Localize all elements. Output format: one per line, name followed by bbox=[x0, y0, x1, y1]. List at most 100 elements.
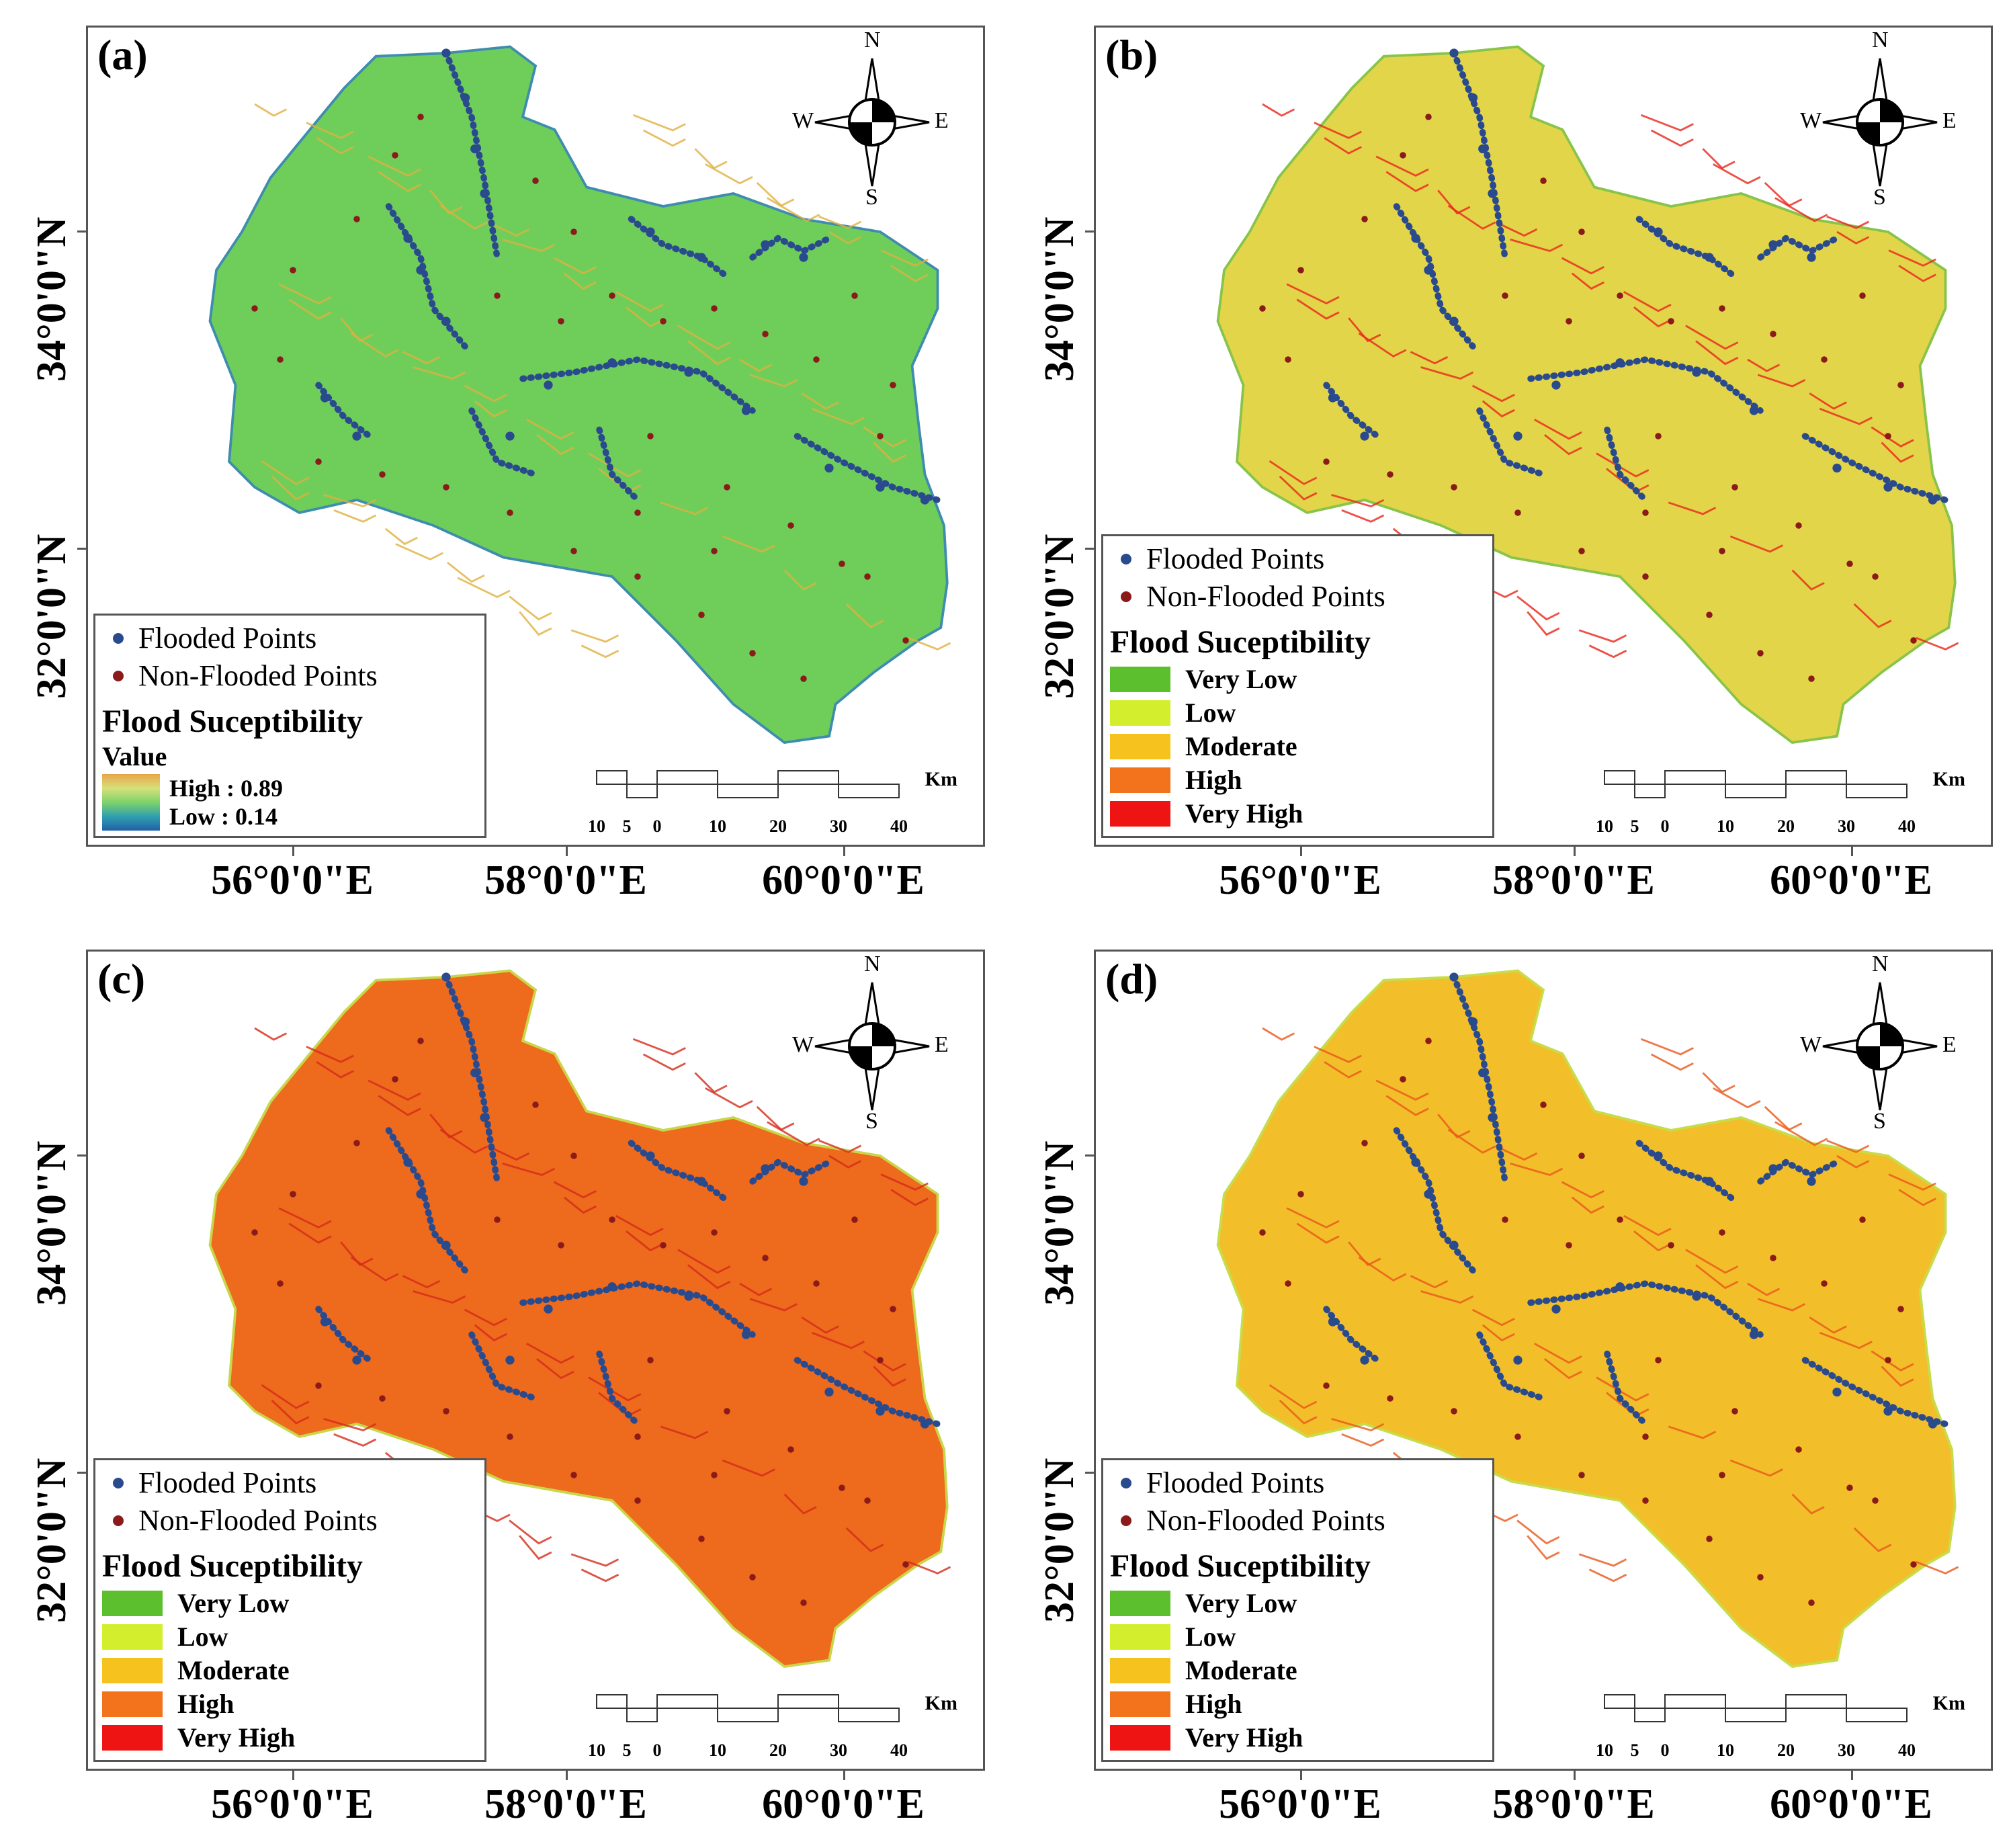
non-flooded-point bbox=[1808, 675, 1815, 682]
compass-w-label: W bbox=[792, 108, 814, 133]
scale-tick-label: 10 bbox=[1596, 1740, 1613, 1760]
study-area-map bbox=[208, 969, 951, 1668]
non-flooded-point bbox=[1731, 1408, 1738, 1415]
non-flooded-point bbox=[1757, 1574, 1764, 1581]
non-flooded-point bbox=[1297, 267, 1304, 274]
non-flooded-point bbox=[1514, 509, 1521, 516]
drainage-line bbox=[1578, 1553, 1627, 1567]
drainage-line bbox=[1420, 1290, 1474, 1304]
flooded-point bbox=[1478, 144, 1488, 154]
non-flooded-point bbox=[443, 1408, 449, 1415]
flooded-point bbox=[1468, 1017, 1478, 1027]
drainage-line bbox=[316, 137, 354, 155]
scale-unit-label: Km bbox=[1932, 768, 1965, 790]
drainage-line bbox=[739, 358, 773, 372]
drainage-line bbox=[1881, 1366, 1914, 1387]
flooded-point bbox=[741, 1330, 751, 1339]
map-frame: (d) N S W E Flooded Points Non-Flooded Poin… bbox=[1094, 950, 1993, 1771]
drainage-line bbox=[563, 1196, 597, 1214]
drainage-line bbox=[1375, 155, 1429, 177]
scale-tick-label: 20 bbox=[1777, 816, 1795, 836]
drainage-line bbox=[1482, 400, 1515, 418]
non-flooded-point bbox=[315, 458, 322, 465]
drainage-line bbox=[1871, 1350, 1914, 1372]
legend-color-ramp: High : 0.89 Low : 0.14 bbox=[102, 774, 478, 831]
non-flooded-point bbox=[1706, 612, 1713, 618]
non-flooded-point bbox=[1425, 1038, 1432, 1044]
drainage-line bbox=[1898, 265, 1936, 282]
non-flooded-point bbox=[1910, 1561, 1917, 1568]
drainage-line bbox=[1695, 1264, 1739, 1290]
drainage-line bbox=[1809, 1316, 1847, 1334]
legend-title: Flood Suceptibility bbox=[1110, 1548, 1371, 1584]
non-flooded-point bbox=[379, 471, 386, 478]
drainage-line bbox=[1527, 611, 1560, 636]
flooded-point-symbol bbox=[1121, 554, 1131, 564]
non-flooded-point bbox=[1502, 1216, 1508, 1223]
flooded-point bbox=[1478, 1068, 1488, 1078]
drainage-line bbox=[1331, 494, 1385, 508]
drainage-line bbox=[1286, 1207, 1340, 1228]
flooded-point bbox=[1411, 1157, 1420, 1167]
non-flooded-point bbox=[1719, 548, 1725, 554]
legend-class: High bbox=[1110, 1687, 1486, 1721]
flooded-point bbox=[875, 1406, 885, 1416]
flooded-point bbox=[646, 1151, 655, 1161]
non-flooded-point bbox=[1566, 1242, 1572, 1249]
compass-s-label: S bbox=[865, 1109, 878, 1134]
flooded-point bbox=[1883, 1406, 1893, 1416]
drainage-line bbox=[254, 1027, 288, 1041]
non-flooded-point bbox=[698, 1536, 705, 1542]
drainage-line bbox=[1791, 1493, 1825, 1515]
flooded-point bbox=[1360, 431, 1369, 441]
drainage-line bbox=[1819, 407, 1873, 425]
non-flooded-point bbox=[570, 1152, 577, 1159]
non-flooded-point bbox=[1400, 1076, 1406, 1083]
drainage-line bbox=[1314, 122, 1362, 139]
panel-label: (c) bbox=[97, 955, 146, 1003]
drainage-line bbox=[1888, 249, 1936, 267]
drainage-line bbox=[1510, 1163, 1564, 1177]
non-flooded-point bbox=[1323, 458, 1330, 465]
non-flooded-point bbox=[417, 114, 424, 120]
scale-tick-label: 5 bbox=[1630, 816, 1639, 836]
legend-class: Low bbox=[102, 1620, 478, 1654]
flooded-point bbox=[1513, 1355, 1523, 1365]
non-flooded-point bbox=[1846, 560, 1853, 567]
scale-tick-label: 0 bbox=[1660, 816, 1670, 836]
drainage-line bbox=[502, 239, 556, 253]
flooded-point bbox=[320, 393, 330, 403]
drainage-line bbox=[1420, 366, 1474, 380]
drainage-line bbox=[519, 611, 552, 636]
longitude-label: 60°0'0"E bbox=[1770, 857, 1932, 903]
non-flooded-point bbox=[290, 267, 296, 274]
flooded-point bbox=[697, 1177, 706, 1186]
flooded-river-line bbox=[385, 203, 469, 350]
drainage-line bbox=[1757, 1298, 1806, 1312]
drainage-line bbox=[1633, 306, 1672, 328]
drainage-line bbox=[509, 595, 552, 621]
non-flooded-point bbox=[877, 433, 884, 439]
legend-low-label: Low : 0.14 bbox=[169, 803, 277, 830]
non-flooded-point bbox=[1387, 471, 1394, 478]
non-flooded-point bbox=[1872, 573, 1879, 580]
flooded-point bbox=[480, 1113, 489, 1122]
non-flooded-point bbox=[1770, 331, 1776, 337]
non-flooded-point bbox=[813, 1280, 820, 1287]
drainage-line bbox=[1358, 332, 1407, 358]
lat-tick bbox=[1085, 1154, 1095, 1157]
non-flooded-point bbox=[379, 1395, 386, 1402]
longitude-label: 56°0'0"E bbox=[1219, 857, 1381, 903]
flooded-point bbox=[441, 972, 451, 982]
flooded-river-line bbox=[1604, 426, 1649, 503]
drainage-line bbox=[1341, 1433, 1385, 1447]
drainage-line bbox=[863, 426, 906, 448]
drainage-line bbox=[845, 603, 884, 628]
flooded-point bbox=[1749, 406, 1759, 415]
legend-class: High bbox=[102, 1687, 478, 1721]
flooded-point bbox=[799, 253, 808, 262]
non-flooded-point bbox=[1387, 1395, 1394, 1402]
drainage-line bbox=[863, 1350, 906, 1372]
compass-s-label: S bbox=[1873, 1109, 1886, 1134]
legend-class: High bbox=[1110, 763, 1486, 797]
